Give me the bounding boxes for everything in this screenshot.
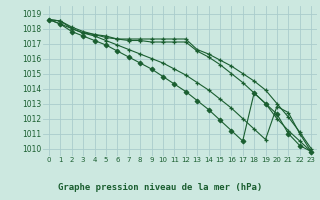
Text: Graphe pression niveau de la mer (hPa): Graphe pression niveau de la mer (hPa) <box>58 183 262 192</box>
